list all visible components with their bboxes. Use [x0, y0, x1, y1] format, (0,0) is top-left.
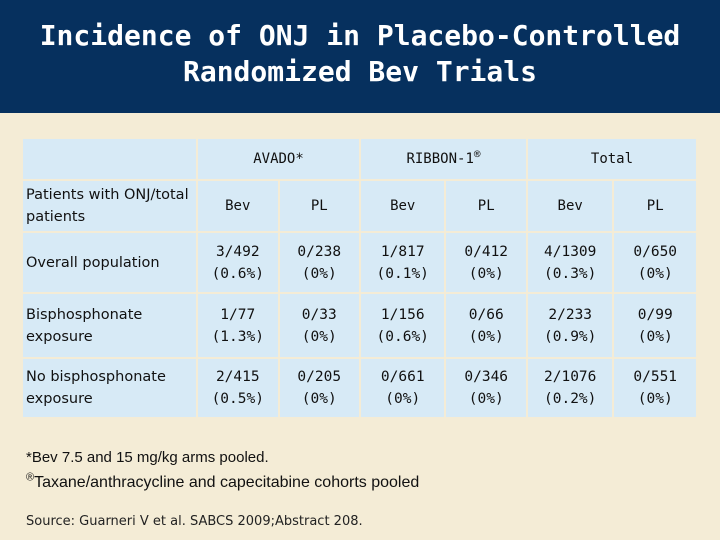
cell-percent: (0.2%) [544, 391, 597, 407]
table-cell: 3/492 (0.6%) [198, 233, 278, 292]
table-cell: 1/156 (0.6%) [360, 294, 445, 357]
cell-count: 2/415 [215, 369, 260, 385]
onj-table: AVADO* RIBBON-1® Total Patients with ONJ… [21, 137, 698, 437]
table-cell: 0/412 (0%) [446, 233, 526, 292]
cell-count: 0/33 [301, 306, 337, 323]
table-cell: 0/99 (0%) [614, 294, 696, 357]
title-line-1: Incidence of ONJ in Placebo-Controlled [39, 19, 681, 52]
table-cell: 0/551 (0%) [614, 359, 696, 417]
cell-percent: (0.1%) [376, 265, 429, 282]
table-cell: 0/661 (0%) [360, 359, 445, 417]
footnote-cohorts: ®Taxane/anthracycline and capecitabine c… [26, 471, 420, 492]
footnote-pooled-arms: *Bev 7.5 and 15 mg/kg arms pooled. [26, 449, 269, 466]
cell-percent: (0.3%) [544, 265, 597, 282]
row-label: Bisphosphonate exposure [23, 294, 197, 357]
cell-count: 4/1309 [544, 243, 597, 260]
table-cell: 0/33 (0%) [279, 294, 359, 357]
footnote-cohorts-text: Taxane/anthracycline and capecitabine co… [34, 474, 420, 491]
group-header-row: AVADO* RIBBON-1® Total [23, 139, 696, 179]
row-label: Overall population [23, 233, 197, 292]
slide-title: Incidence of ONJ in Placebo-Controlled R… [0, 18, 720, 90]
table-cell: 2/233 (0.9%) [527, 294, 613, 357]
table-row: Bisphosphonate exposure 1/77 (1.3%) 0/33 (… [23, 294, 696, 357]
cell-percent: (0%) [301, 328, 337, 345]
col-header: PL [614, 181, 696, 231]
cell-count: 0/205 [297, 369, 342, 385]
table-cell: 0/205 (0%) [279, 359, 359, 417]
table-cell: 0/66 (0%) [446, 294, 526, 357]
group-total: Total [527, 139, 696, 179]
cell-percent: (0%) [301, 265, 337, 282]
table-cell: 4/1309 (0.3%) [527, 233, 613, 292]
cell-count: 0/99 [637, 306, 673, 323]
table-row: No bisphosphonate exposure 2/415 (0.5%) 0… [23, 359, 696, 417]
cell-count: 0/650 [633, 243, 678, 260]
cell-percent: (0%) [468, 265, 504, 282]
row-label: No bisphosphonate exposure [23, 359, 197, 417]
table-cell: 2/415 (0.5%) [198, 359, 278, 417]
table-row: Overall population 3/492 (0.6%) 0/238 (0%)… [23, 233, 696, 292]
header-blank-cell [23, 139, 197, 179]
patients-label: Patients with ONJ/total patients [23, 181, 197, 231]
source-citation: Source: Guarneri V et al. SABCS 2009;Abs… [26, 514, 363, 529]
cell-percent: (0%) [385, 391, 421, 407]
cell-count: 0/412 [464, 243, 509, 260]
cell-percent: (0.5%) [211, 391, 264, 407]
cell-percent: (0%) [468, 328, 504, 345]
subheader-row: Patients with ONJ/total patients Bev PL … [23, 181, 696, 231]
cell-count: 2/1076 [544, 369, 597, 385]
table-cell: 0/650 (0%) [614, 233, 696, 292]
cell-count: 1/77 [220, 306, 256, 323]
cell-count: 0/551 [633, 369, 678, 385]
cell-percent: (1.3%) [211, 328, 264, 345]
table-cell: 0/346 (0%) [446, 359, 526, 417]
col-header: PL [279, 181, 359, 231]
table-cell: 2/1076 (0.2%) [527, 359, 613, 417]
registered-mark: ® [26, 471, 35, 484]
cell-count: 0/661 [380, 369, 425, 385]
cell-percent: (0%) [637, 391, 673, 407]
cell-count: 1/817 [380, 243, 425, 260]
cell-percent: (0%) [637, 328, 673, 345]
cell-count: 0/66 [468, 306, 504, 323]
col-header: Bev [527, 181, 613, 231]
group-ribbon: RIBBON-1® [360, 139, 526, 179]
cell-count: 3/492 [215, 243, 260, 260]
cell-count: 2/233 [548, 306, 593, 323]
col-header: PL [446, 181, 526, 231]
title-bar [0, 0, 720, 113]
cell-count: 0/238 [297, 243, 342, 260]
table-cell: 0/238 (0%) [279, 233, 359, 292]
cell-percent: (0%) [301, 391, 337, 407]
cell-count: 0/346 [464, 369, 509, 385]
table-cell: 1/77 (1.3%) [198, 294, 278, 357]
group-ribbon-label: RIBBON-1 [406, 151, 474, 167]
title-line-2: Randomized Bev Trials [182, 55, 537, 88]
cell-percent: (0%) [468, 391, 504, 407]
cell-percent: (0.6%) [211, 265, 264, 282]
registered-mark: ® [473, 147, 481, 161]
col-header: Bev [198, 181, 278, 231]
group-avado: AVADO* [198, 139, 359, 179]
col-header: Bev [360, 181, 445, 231]
cell-percent: (0.9%) [544, 328, 597, 345]
cell-percent: (0.6%) [376, 328, 429, 345]
cell-percent: (0%) [637, 265, 673, 282]
cell-count: 1/156 [380, 306, 425, 323]
table-cell: 1/817 (0.1%) [360, 233, 445, 292]
